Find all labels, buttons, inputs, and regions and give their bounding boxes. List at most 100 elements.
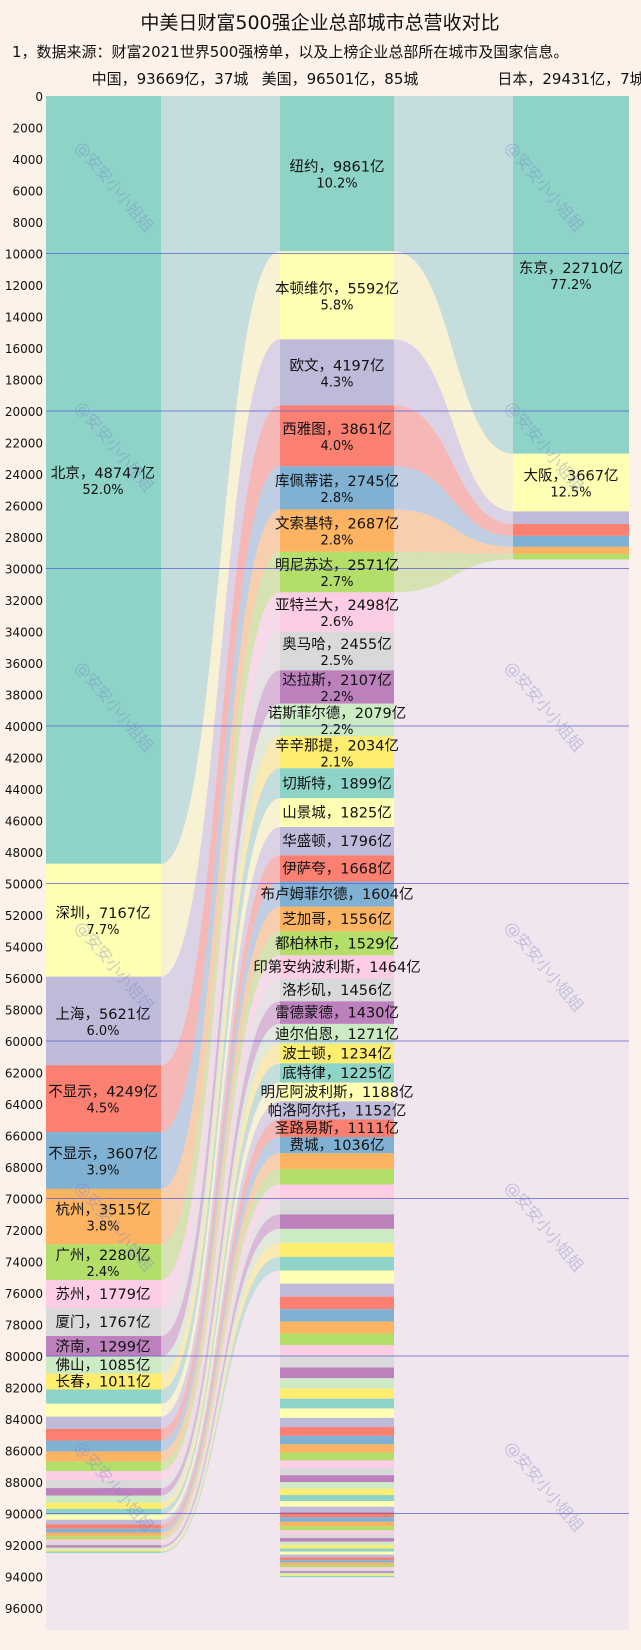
y-tick-label: 92000: [5, 1539, 43, 1553]
flows-layer: [161, 96, 513, 1554]
bar-segment: [46, 1373, 161, 1390]
bar-segment: [280, 1296, 394, 1310]
flow-band: [161, 96, 280, 864]
bar-segment: [46, 863, 161, 977]
flow-band: [161, 631, 280, 1337]
bar-segment: [46, 1545, 161, 1548]
segment-label: 厦门，1767亿: [56, 1314, 151, 1331]
y-tick-label: 38000: [5, 689, 43, 703]
bar-segment: [280, 1538, 394, 1542]
bar-segment: [280, 592, 394, 632]
bar-segment: [513, 96, 629, 454]
y-tick-label: 64000: [5, 1098, 43, 1112]
bar-segment: [280, 1214, 394, 1229]
y-tick-label: 16000: [5, 342, 43, 356]
bar-segment: [46, 1479, 161, 1489]
bar-segment: [280, 1565, 394, 1568]
bar-segment: [46, 1519, 161, 1525]
bar-segment: [280, 955, 394, 979]
y-tick-label: 82000: [5, 1382, 43, 1396]
bar-segment: [46, 1514, 161, 1520]
segment-percent: 6.0%: [86, 1024, 119, 1039]
flow-band: [161, 1153, 280, 1537]
flow-band: [161, 551, 280, 1281]
bar-segment: [46, 1336, 161, 1357]
bar-segment: [280, 978, 394, 1002]
flow-band: [161, 881, 280, 1452]
bar-segment: [513, 524, 629, 536]
bar-segment: [280, 1475, 394, 1483]
bar-segment: [46, 1280, 161, 1309]
bar-segment: [513, 553, 629, 560]
segment-label: 达拉斯，2107亿: [282, 672, 391, 689]
segment-label: 苏州，1779亿: [56, 1286, 151, 1303]
bar-segment: [280, 1136, 394, 1154]
segment-percent: 2.5%: [320, 654, 353, 669]
bar-segment: [280, 1572, 394, 1575]
flow-band: [161, 978, 280, 1489]
y-tick-label: 60000: [5, 1035, 43, 1049]
bar-segment: [280, 1398, 394, 1409]
bar-segment: [46, 1536, 161, 1540]
column-header-0: 中国，93669亿，37城: [92, 70, 249, 88]
y-tick-label: 26000: [5, 500, 43, 514]
bar-segment: [46, 1551, 161, 1554]
bar-segment: [513, 546, 629, 554]
y-tick-label: 32000: [5, 594, 43, 608]
bar-segment: [46, 1308, 161, 1337]
bar-segment: [280, 1517, 394, 1522]
segment-percent: 52.0%: [82, 483, 123, 498]
bar-segment: [280, 670, 394, 704]
y-tick-label: 18000: [5, 374, 43, 388]
bar-segment: [280, 251, 394, 340]
bar-segment: [280, 1378, 394, 1389]
segment-label: 山景城，1825亿: [282, 805, 391, 822]
y-tick-label: 28000: [5, 531, 43, 545]
y-tick-label: 2000: [12, 122, 43, 136]
bar-segment: [46, 976, 161, 1066]
segment-label: 波士顿，1234亿: [282, 1046, 391, 1063]
bar-segment: [280, 1506, 394, 1513]
segment-label: 伊萨夸，1668亿: [282, 860, 391, 877]
segment-percent: 3.9%: [86, 1164, 119, 1179]
segment-percent: 2.2%: [320, 690, 353, 705]
flow-band: [161, 405, 280, 1133]
bar-segment: [46, 1416, 161, 1429]
bar-segment: [280, 1427, 394, 1436]
y-tick-label: 50000: [5, 878, 43, 892]
chart-title: 中美日财富500强企业总部城市总营收对比: [140, 12, 499, 34]
grid-layer: [46, 253, 629, 1514]
flow-band: [394, 466, 513, 547]
bar-segment: [46, 1547, 161, 1550]
column-header-1: 美国，96501亿，85城: [262, 70, 419, 88]
y-tick-label: 84000: [5, 1413, 43, 1427]
bar-segment: [46, 1508, 161, 1515]
flow-band: [161, 339, 280, 1066]
bar-segment: [513, 453, 629, 512]
bar-segment: [46, 1356, 161, 1374]
segment-percent: 7.7%: [86, 923, 119, 938]
bar-segment: [280, 1356, 394, 1368]
bar-segment: [280, 1199, 394, 1215]
segment-label: 都柏林市，1529亿: [275, 935, 399, 952]
bar-segment: [280, 1388, 394, 1399]
y-tick-label: 48000: [5, 846, 43, 860]
bar-segment: [280, 1554, 394, 1558]
flow-band: [161, 703, 280, 1374]
bar-segment: [280, 509, 394, 552]
segment-label: 广州，2280亿: [56, 1247, 151, 1264]
bar-segment: [46, 1132, 161, 1189]
bar-segment: [280, 1063, 394, 1083]
bar-segment: [46, 1389, 161, 1404]
y-tick-label: 8000: [12, 216, 43, 230]
segment-label: 雷德蒙德，1430亿: [275, 1005, 399, 1022]
flow-band: [161, 855, 280, 1441]
y-tick-label: 0: [35, 90, 43, 104]
segment-label: 大阪，3667亿: [524, 468, 619, 485]
segment-label: 切斯特，1899亿: [282, 775, 391, 792]
bar-segment: [280, 1228, 394, 1244]
bar-segment: [280, 1467, 394, 1476]
flow-band: [161, 1063, 280, 1515]
bar-segment: [280, 1512, 394, 1518]
